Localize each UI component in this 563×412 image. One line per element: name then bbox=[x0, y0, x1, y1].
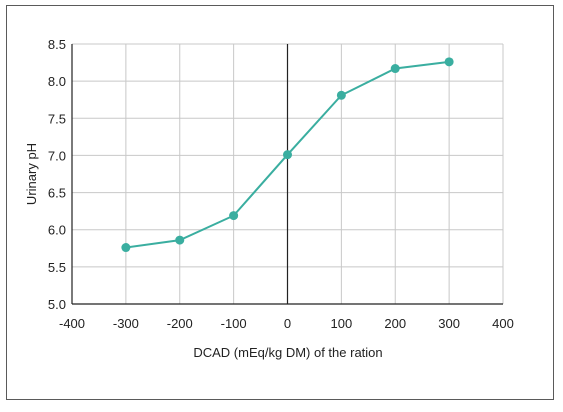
y-tick-label: 7.5 bbox=[48, 111, 66, 126]
data-point bbox=[121, 243, 131, 253]
y-tick-label: 8.5 bbox=[48, 37, 66, 52]
data-point bbox=[444, 57, 454, 67]
y-tick-label: 8.0 bbox=[48, 74, 66, 89]
axes bbox=[71, 44, 503, 305]
x-tick-label: -200 bbox=[167, 316, 193, 331]
series bbox=[121, 57, 454, 253]
y-axis-label: Urinary pH bbox=[24, 143, 39, 205]
y-tick-label: 7.0 bbox=[48, 148, 66, 163]
data-point bbox=[336, 90, 346, 100]
x-tick-label: 200 bbox=[384, 316, 406, 331]
x-tick-label: -100 bbox=[221, 316, 247, 331]
tick-labels: -400 -300 -200 -100 0 100 200 300 400 5.0 5.5 6.0 6.… bbox=[48, 37, 514, 331]
chart-frame bbox=[6, 5, 554, 400]
y-tick-label: 5.0 bbox=[48, 297, 66, 312]
y-tick-label: 5.5 bbox=[48, 260, 66, 275]
x-tick-label: 0 bbox=[284, 316, 291, 331]
x-tick-label: 400 bbox=[492, 316, 514, 331]
x-tick-label: -300 bbox=[113, 316, 139, 331]
data-point bbox=[229, 211, 239, 221]
x-tick-label: 100 bbox=[331, 316, 353, 331]
data-point bbox=[390, 64, 400, 74]
x-tick-label: 300 bbox=[438, 316, 460, 331]
data-point bbox=[175, 235, 185, 245]
x-axis-label: DCAD (mEq/kg DM) of the ration bbox=[193, 345, 382, 360]
y-tick-label: 6.0 bbox=[48, 223, 66, 238]
y-tick-label: 6.5 bbox=[48, 186, 66, 201]
x-tick-label: -400 bbox=[59, 316, 85, 331]
data-point bbox=[283, 150, 292, 160]
